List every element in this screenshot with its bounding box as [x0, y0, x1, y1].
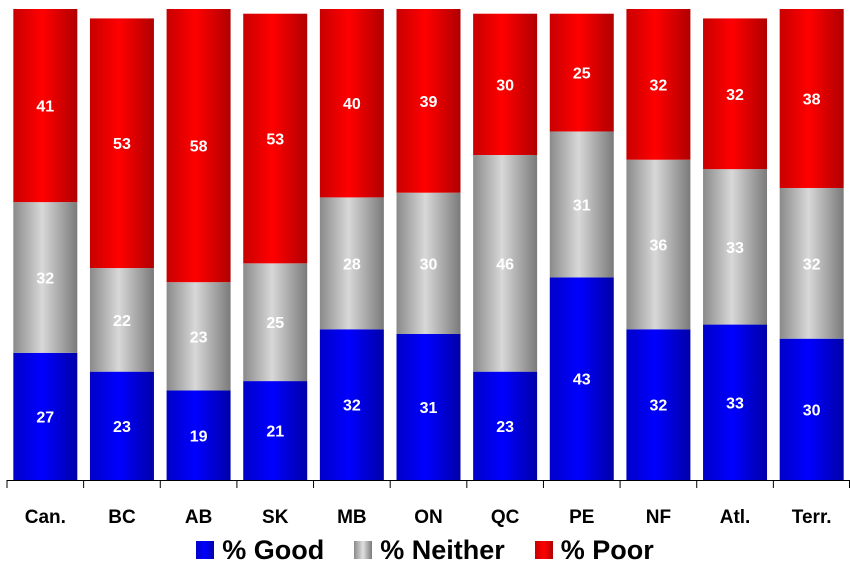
- x-tick-label: MB: [337, 507, 367, 528]
- data-label-neither: 22: [113, 313, 131, 330]
- legend: % Good % Neither % Poor: [0, 532, 850, 568]
- bar-segment-good: [89, 371, 154, 480]
- bar-segment-poor: [319, 9, 384, 198]
- x-tick-label: NF: [646, 507, 671, 528]
- data-label-good: 19: [190, 428, 208, 445]
- data-label-poor: 41: [36, 99, 54, 116]
- bar-segment-poor: [549, 13, 614, 132]
- data-label-poor: 40: [343, 96, 361, 113]
- data-label-good: 33: [726, 395, 744, 412]
- bar-segment-neither: [319, 197, 384, 330]
- data-label-poor: 32: [650, 77, 668, 94]
- bar-segment-neither: [779, 187, 844, 339]
- data-label-poor: 58: [190, 139, 208, 156]
- data-label-neither: 33: [726, 240, 744, 257]
- bar-segment-neither: [396, 192, 461, 334]
- bar-segment-poor: [166, 9, 231, 283]
- bar-segment-poor: [779, 9, 844, 188]
- bar-segment-neither: [473, 155, 538, 372]
- data-label-poor: 32: [726, 87, 744, 104]
- bar-segment-neither: [549, 131, 614, 278]
- bar-segment-poor: [396, 9, 461, 193]
- data-label-good: 30: [803, 402, 821, 419]
- bar-segment-poor: [626, 9, 691, 160]
- data-label-good: 21: [266, 424, 284, 441]
- bar-segment-poor: [243, 13, 308, 264]
- data-label-neither: 23: [190, 329, 208, 346]
- value-labels-group: 27 32 41 23 22 53 19 23 58 21 25 53 32 28 40 31 30 39 23 46…: [36, 66, 820, 446]
- legend-swatch-good: [196, 541, 215, 559]
- data-label-poor: 25: [573, 66, 591, 83]
- data-label-neither: 28: [343, 256, 361, 273]
- data-label-good: 23: [496, 419, 514, 436]
- x-tick-label: Terr.: [792, 507, 832, 528]
- x-axis: Can. BC AB SK MB ON QC PE NF Atl. Terr.: [6, 480, 850, 528]
- bar-segment-good: [166, 390, 231, 480]
- bars-group: [13, 9, 844, 480]
- data-label-good: 32: [343, 398, 361, 415]
- x-tick-label: BC: [108, 507, 136, 528]
- data-label-poor: 53: [266, 132, 284, 149]
- data-label-good: 31: [420, 400, 438, 417]
- bar-segment-neither: [703, 169, 768, 325]
- bar-segment-good: [319, 329, 384, 480]
- bar-segment-neither: [166, 282, 231, 391]
- bar-segment-poor: [89, 18, 154, 269]
- bar-segment-good: [703, 324, 768, 480]
- legend-item-poor: % Poor: [534, 534, 654, 566]
- data-label-good: 32: [650, 398, 668, 415]
- data-label-good: 43: [573, 372, 591, 389]
- data-label-neither: 32: [803, 256, 821, 273]
- data-label-poor: 53: [113, 136, 131, 153]
- bar-segment-poor: [473, 13, 538, 156]
- data-label-neither: 32: [36, 270, 54, 287]
- x-tick-label: PE: [569, 507, 594, 528]
- stacked-bar-chart: 27 32 41 23 22 53 19 23 58 21 25 53 32 28 40 31 30 39 23 46…: [6, 9, 850, 528]
- bar-segment-poor: [703, 18, 768, 170]
- bar-segment-good: [626, 329, 691, 480]
- data-label-good: 27: [36, 409, 54, 426]
- legend-label-neither: % Neither: [380, 534, 505, 565]
- bar-segment-good: [13, 352, 78, 480]
- x-tick-label: Atl.: [720, 507, 751, 528]
- data-label-neither: 36: [650, 238, 668, 255]
- bar-segment-good: [396, 333, 461, 480]
- legend-swatch-neither: [354, 541, 373, 559]
- legend-item-good: % Good: [196, 535, 324, 566]
- data-label-neither: 31: [573, 197, 591, 214]
- data-label-neither: 30: [420, 256, 438, 273]
- data-label-neither: 46: [496, 256, 514, 273]
- data-label-poor: 30: [496, 77, 514, 94]
- bar-segment-neither: [243, 263, 308, 382]
- bar-segment-neither: [13, 202, 78, 353]
- bar-segment-good: [473, 371, 538, 480]
- data-label-neither: 25: [266, 315, 284, 332]
- legend-item-neither: % Neither: [354, 535, 505, 566]
- data-label-poor: 38: [803, 91, 821, 108]
- legend-label-poor: % Poor: [560, 534, 654, 565]
- data-label-good: 23: [113, 419, 131, 436]
- x-tick-label: SK: [262, 507, 289, 528]
- bar-segment-neither: [626, 159, 691, 330]
- legend-label-good: % Good: [222, 534, 325, 565]
- x-tick-label: ON: [414, 507, 443, 528]
- data-label-poor: 39: [420, 94, 438, 111]
- legend-swatch-poor: [534, 541, 553, 559]
- bar-segment-poor: [13, 9, 78, 203]
- x-tick-label: AB: [185, 507, 212, 528]
- bar-segment-good: [549, 277, 614, 480]
- x-tick-label: Can.: [25, 507, 66, 528]
- bar-segment-neither: [89, 268, 154, 372]
- x-tick-label: QC: [491, 507, 520, 528]
- bar-segment-good: [779, 338, 844, 480]
- bar-segment-good: [243, 381, 308, 480]
